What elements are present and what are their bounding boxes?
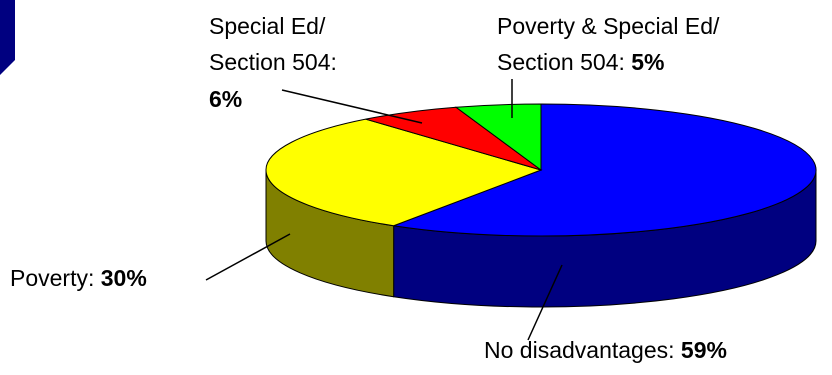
leader-line-special-ed-section-504 [281, 89, 423, 124]
pie-tops [265, 103, 817, 237]
value-label: 5% [631, 49, 664, 75]
leader-line-poverty [205, 233, 291, 281]
label-line-poverty: Poverty: 30% [10, 265, 147, 291]
label-line-special-ed-section-504: Section 504: [209, 49, 337, 75]
label-special-ed-section-504: Special Ed/Section 504: 6% [209, 13, 337, 112]
label-name-part: No disadvantages: [484, 337, 681, 363]
label-line-no-disadvantages: No disadvantages: 59% [484, 337, 727, 363]
label-name-part: Section 504: [209, 49, 337, 75]
label-line-special-ed-section-504: Special Ed/ [209, 13, 326, 39]
slice-poverty [265, 118, 543, 227]
decor-layer [0, 0, 15, 75]
value-label: 6% [209, 86, 242, 112]
slice-no-disadvantages [391, 103, 817, 237]
label-name-part: Special Ed/ [209, 13, 326, 39]
value-label: 59% [681, 337, 727, 363]
label-name-part: Poverty: [10, 265, 101, 291]
label-no-disadvantages: No disadvantages: 59% [484, 337, 727, 363]
label-name-part: Section 504: [497, 49, 631, 75]
slice-poverty-special-ed-section-504 [454, 103, 542, 171]
leader-lines [205, 79, 563, 341]
leader-line-no-disadvantages [527, 264, 563, 341]
label-poverty: Poverty: 30% [10, 265, 147, 291]
label-name-part: Poverty & Special Ed/ [497, 13, 720, 39]
slice-labels: No disadvantages: 59% Poverty: 30% Special… [10, 13, 727, 363]
label-line-special-ed-section-504: 6% [209, 86, 242, 112]
corner-decoration [0, 0, 15, 75]
label-line-poverty-special-ed-section-504: Poverty & Special Ed/ [497, 13, 720, 39]
label-line-poverty-special-ed-section-504: Section 504: 5% [497, 49, 665, 75]
value-label: 30% [101, 265, 147, 291]
label-poverty-special-ed-section-504: Poverty & Special Ed/Section 504: 5% [497, 13, 720, 75]
